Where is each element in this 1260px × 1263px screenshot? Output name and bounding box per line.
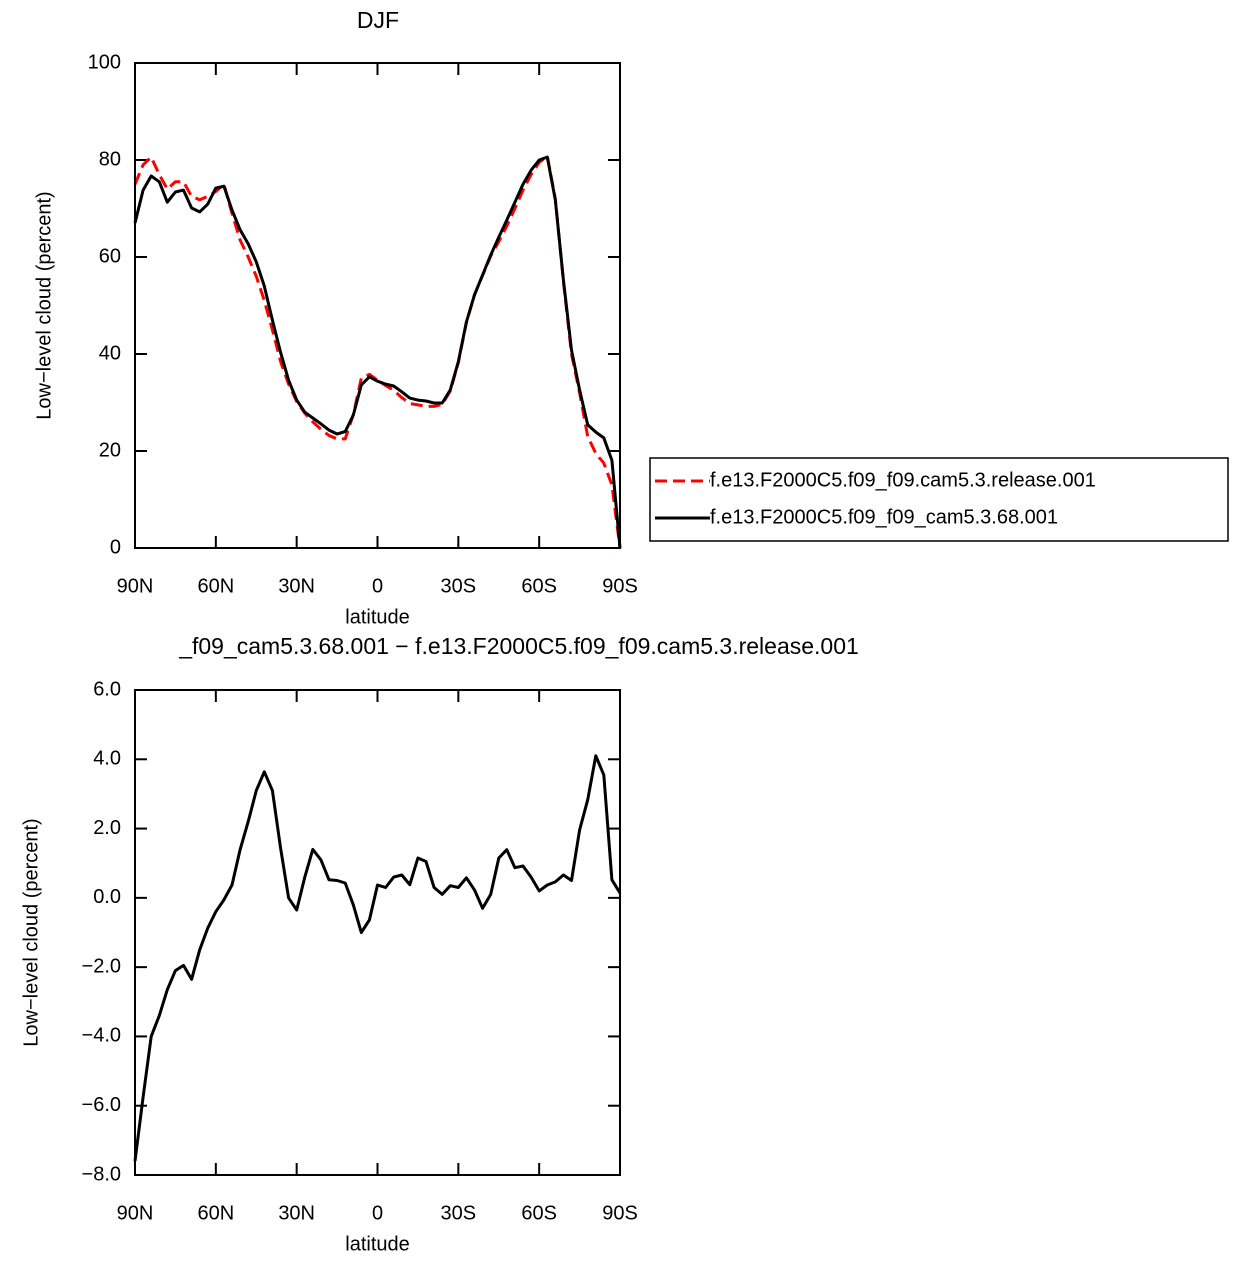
legend-label: f.e13.F2000C5.f09_f09_cam5.3.68.001: [710, 506, 1058, 528]
data-line: [133, 754, 622, 1162]
data-line: [133, 154, 622, 549]
x-tick-label: 60S: [521, 575, 557, 597]
x-tick-label: 0: [372, 1202, 383, 1224]
data-line: [133, 155, 622, 549]
legend-label: f.e13.F2000C5.f09_f09.cam5.3.release.001: [710, 469, 1096, 491]
y-tick-label: −4.0: [82, 1025, 121, 1047]
y-tick-label: 100: [88, 51, 121, 73]
y-tick-label: 2.0: [93, 817, 121, 839]
x-axis-label: latitude: [345, 606, 410, 628]
x-tick-label: 90N: [117, 575, 154, 597]
x-tick-label: 30S: [441, 575, 477, 597]
y-tick-label: −8.0: [82, 1163, 121, 1185]
y-tick-label: −2.0: [82, 955, 121, 977]
x-tick-label: 90S: [602, 575, 638, 597]
legend-box: [649, 457, 1229, 542]
chart-title: _f09_cam5.3.68.001 − f.e13.F2000C5.f09_f…: [178, 633, 859, 659]
y-axis-label: Low−level cloud (percent): [33, 191, 55, 419]
y-tick-label: 0.0: [93, 886, 121, 908]
x-tick-label: 90N: [117, 1202, 154, 1224]
y-tick-label: 40: [99, 342, 121, 364]
y-tick-label: 0: [110, 536, 121, 558]
chart-title: DJF: [357, 7, 399, 33]
y-axis-label: Low−level cloud (percent): [20, 818, 42, 1046]
x-axis-label: latitude: [345, 1233, 410, 1255]
x-tick-label: 90S: [602, 1202, 638, 1224]
y-tick-label: −6.0: [82, 1094, 121, 1116]
x-tick-label: 60S: [521, 1202, 557, 1224]
plot-frame: [134, 62, 621, 549]
x-tick-label: 60N: [197, 1202, 234, 1224]
y-tick-label: 4.0: [93, 748, 121, 770]
y-tick-label: 6.0: [93, 678, 121, 700]
y-tick-label: 80: [99, 148, 121, 170]
y-tick-label: 20: [99, 439, 121, 461]
x-tick-label: 30N: [278, 1202, 315, 1224]
plot-frame: [134, 689, 621, 1176]
y-tick-label: 60: [99, 245, 121, 267]
x-tick-label: 60N: [197, 575, 234, 597]
x-tick-label: 0: [372, 575, 383, 597]
x-tick-label: 30N: [278, 575, 315, 597]
x-tick-label: 30S: [441, 1202, 477, 1224]
